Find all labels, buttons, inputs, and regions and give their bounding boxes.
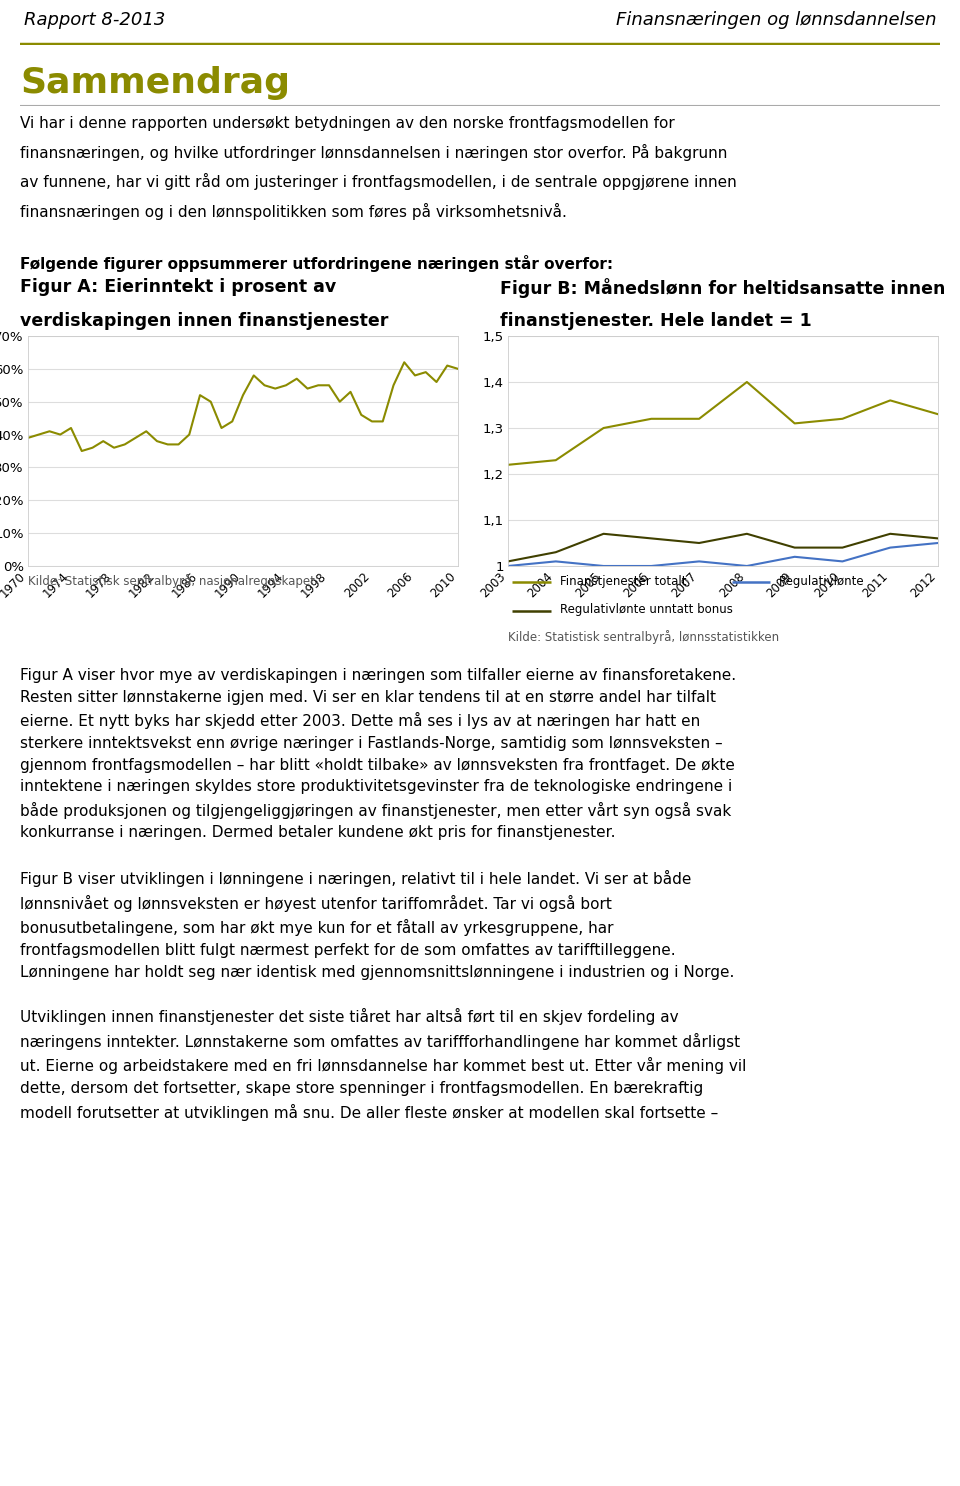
Text: Sammendrag: Sammendrag — [20, 65, 290, 100]
Text: Figur B: Månedslønn for heltidsansatte innen: Figur B: Månedslønn for heltidsansatte i… — [500, 278, 946, 299]
Text: Rapport 8-2013: Rapport 8-2013 — [24, 10, 165, 30]
Text: finanstjenester. Hele landet = 1: finanstjenester. Hele landet = 1 — [500, 312, 812, 330]
Text: verdiskapingen innen finanstjenester: verdiskapingen innen finanstjenester — [20, 312, 389, 330]
Text: Kilde: Statistisk sentralbyrå, nasjonalregnskapet: Kilde: Statistisk sentralbyrå, nasjonalr… — [28, 574, 315, 588]
Text: Finanstjenester totalt: Finanstjenester totalt — [560, 575, 686, 587]
Text: Regulativlønte: Regulativlønte — [779, 575, 865, 587]
Text: Figur B viser utviklingen i lønningene i næringen, relativt til i hele landet. V: Figur B viser utviklingen i lønningene i… — [20, 869, 734, 979]
Text: Utviklingen innen finanstjenester det siste tiåret har altså ført til en skjev f: Utviklingen innen finanstjenester det si… — [20, 1008, 746, 1120]
Text: Følgende figurer oppsummerer utfordringene næringen står overfor:: Følgende figurer oppsummerer utfordringe… — [20, 254, 613, 272]
Text: Kilde: Statistisk sentralbyrå, lønnsstatistikken: Kilde: Statistisk sentralbyrå, lønnsstat… — [508, 630, 780, 643]
Text: Regulativlønte unntatt bonus: Regulativlønte unntatt bonus — [560, 603, 732, 617]
Text: Figur A viser hvor mye av verdiskapingen i næringen som tilfaller eierne av fina: Figur A viser hvor mye av verdiskapingen… — [20, 669, 736, 841]
Text: Finansnæringen og lønnsdannelsen: Finansnæringen og lønnsdannelsen — [615, 10, 936, 30]
Text: Vi har i denne rapporten undersøkt betydningen av den norske frontfagsmodellen f: Vi har i denne rapporten undersøkt betyd… — [20, 116, 736, 220]
Text: Figur A: Eierinntekt i prosent av: Figur A: Eierinntekt i prosent av — [20, 278, 336, 296]
